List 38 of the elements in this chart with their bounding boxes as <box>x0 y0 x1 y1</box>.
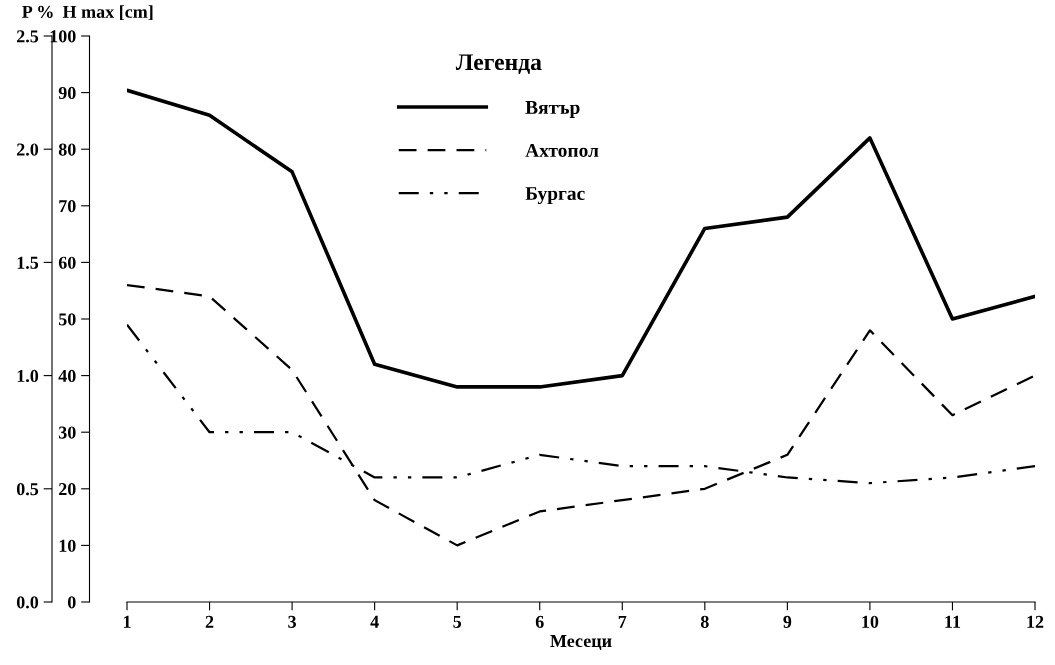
y-axis-title: H max [cm] <box>62 5 153 21</box>
y-tick-label: 30 <box>58 426 76 439</box>
y-tick-label: 10 <box>59 539 76 552</box>
x-tick-label: 10 <box>862 615 879 628</box>
y-tick-label: 100 <box>50 30 76 43</box>
legend-title: Легенда <box>455 54 542 74</box>
x-tick-label: 11 <box>945 615 961 628</box>
y-tick-label: 50 <box>58 313 76 326</box>
legend-label: Ахтопол <box>525 143 599 158</box>
y-tick-label: 60 <box>58 256 76 269</box>
y-tick-label: 90 <box>58 86 76 100</box>
y-tick-label: 70 <box>59 200 76 213</box>
y-tick-label: 80 <box>58 143 76 156</box>
x-tick-label: 6 <box>535 615 544 628</box>
legend-label: Бургас <box>525 187 585 205</box>
legend-label: Вятър <box>525 101 580 118</box>
x-tick-label: 1 <box>123 615 131 628</box>
y2-tick-label: 1.5 <box>17 256 39 269</box>
x-tick-label: 5 <box>453 615 462 628</box>
x-tick-label: 8 <box>700 615 709 628</box>
y2-axis-title: P % <box>22 5 53 18</box>
y-tick-label: 20 <box>59 483 76 496</box>
line-series <box>127 88 1035 389</box>
x-tick-label: 3 <box>288 615 296 628</box>
y2-tick-label: 2.0 <box>17 143 39 156</box>
x-tick-label: 4 <box>370 615 379 628</box>
line-series <box>127 283 1035 547</box>
y-tick-label: 40 <box>58 369 76 383</box>
y2-tick-label: 1.0 <box>17 369 39 383</box>
x-axis-title: Месеци <box>550 635 612 651</box>
x-tick-label: 12 <box>1027 615 1044 628</box>
y2-tick-label: 0.0 <box>16 596 39 609</box>
y2-tick-label: 2.5 <box>17 30 39 43</box>
x-tick-label: 7 <box>618 615 627 628</box>
y2-tick-label: 0.5 <box>16 483 39 496</box>
x-tick-label: 2 <box>205 615 214 628</box>
y-tick-label: 0 <box>67 596 76 609</box>
x-tick-label: 9 <box>783 615 792 628</box>
